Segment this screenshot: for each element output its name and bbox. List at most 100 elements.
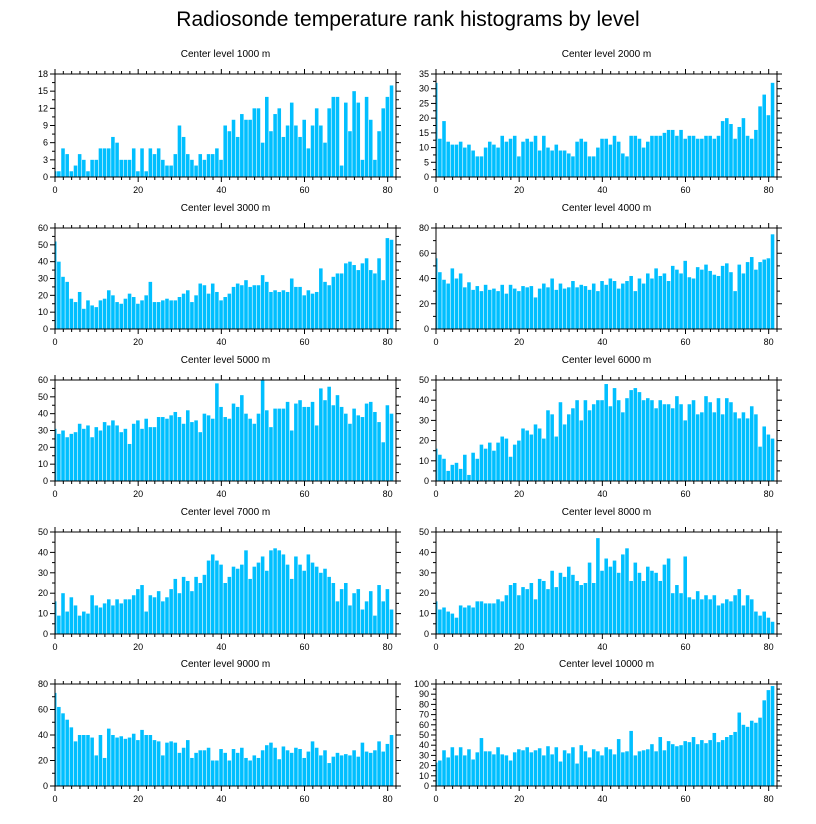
y-tick-label: 10	[419, 143, 429, 153]
histogram-bar	[558, 402, 563, 481]
histogram-bar	[231, 566, 236, 634]
histogram-bar	[364, 96, 369, 177]
x-tick-label: 80	[383, 794, 393, 804]
histogram-bar	[654, 408, 658, 481]
histogram-bar	[766, 434, 771, 481]
histogram-bar	[749, 257, 754, 329]
histogram-bar	[306, 290, 311, 329]
histogram-bar	[194, 752, 198, 786]
y-tick-label: 20	[419, 436, 429, 446]
histogram-bar	[281, 408, 286, 481]
x-tick-label: 20	[514, 337, 524, 347]
histogram-bar	[741, 724, 746, 786]
histogram-bar	[558, 572, 563, 634]
histogram-bar	[612, 560, 617, 634]
histogram-bar	[583, 583, 588, 634]
histogram-bar	[683, 138, 687, 177]
histogram-bar	[331, 405, 336, 481]
histogram-bar	[377, 422, 381, 481]
histogram-bar	[302, 406, 306, 481]
histogram-bar	[658, 135, 663, 177]
y-tick-label: 5	[424, 157, 429, 167]
histogram-bar	[90, 305, 94, 329]
histogram-bar	[483, 448, 488, 481]
histogram-bar	[745, 418, 750, 481]
y-tick-label: 20	[38, 442, 48, 452]
histogram-bar	[733, 291, 737, 329]
histogram-bar	[173, 742, 178, 786]
histogram-bar	[161, 755, 165, 786]
histogram-bar	[733, 412, 737, 481]
histogram-bar	[533, 599, 538, 634]
histogram-bar	[454, 278, 459, 329]
histogram-bar	[323, 750, 327, 786]
histogram-bar	[637, 278, 642, 329]
histogram-bar	[310, 562, 315, 634]
histogram-bar	[385, 589, 390, 634]
x-tick-label: 60	[681, 185, 691, 195]
histogram-bar	[670, 744, 675, 786]
histogram-bar	[633, 291, 638, 329]
x-tick-label: 0	[52, 489, 57, 499]
histogram-bar	[181, 747, 186, 786]
y-tick-label: 80	[38, 679, 48, 689]
histogram-bar	[612, 281, 617, 329]
histogram-bar	[629, 390, 633, 481]
histogram-bar	[529, 752, 534, 786]
x-tick-label: 40	[216, 489, 226, 499]
histogram-bar	[244, 413, 248, 481]
histogram-bar	[306, 148, 311, 177]
histogram-bar	[161, 159, 165, 177]
histogram-bar	[554, 436, 559, 481]
histogram-bar	[289, 752, 294, 786]
histogram-bar	[244, 550, 248, 634]
histogram-bar	[260, 556, 265, 634]
histogram-bar	[265, 410, 269, 481]
histogram-bar	[111, 605, 115, 634]
histogram-bar	[704, 743, 708, 786]
histogram-bar	[500, 601, 505, 634]
histogram-bar	[123, 298, 128, 329]
histogram-bar	[248, 760, 252, 786]
histogram-bar	[206, 154, 211, 177]
histogram-bar	[446, 141, 450, 177]
histogram-panel-4: 0 20 40 60 80 0 20 40 60 80 Center level 4000 m	[419, 203, 782, 347]
histogram-bar	[339, 589, 344, 634]
histogram-bar	[658, 400, 663, 481]
histogram-bar	[373, 159, 377, 177]
histogram-bar	[310, 741, 315, 786]
histogram-bar	[265, 745, 269, 786]
histogram-bar	[454, 617, 459, 634]
histogram-bar	[525, 430, 529, 481]
histogram-bar	[381, 601, 386, 634]
y-tick-label: 6	[43, 138, 48, 148]
histogram-bar	[169, 589, 173, 634]
histogram-bar	[339, 273, 344, 329]
histogram-bar	[712, 595, 717, 634]
histogram-bar	[687, 135, 692, 177]
histogram-bar	[240, 285, 244, 329]
histogram-bar	[102, 603, 107, 634]
panel-title: Center level 7000 m	[181, 507, 271, 518]
histogram-bar	[504, 595, 509, 634]
histogram-bar	[546, 147, 550, 177]
histogram-bar	[591, 283, 596, 329]
histogram-bar	[344, 413, 348, 481]
histogram-bar	[587, 757, 592, 786]
histogram-bar	[517, 156, 521, 177]
histogram-bar	[348, 755, 352, 786]
histogram-bar	[235, 406, 240, 481]
histogram-bar	[156, 741, 161, 786]
y-tick-label: 50	[38, 392, 48, 402]
histogram-bar	[252, 285, 257, 329]
histogram-bar	[269, 550, 273, 634]
histogram-bar	[463, 607, 467, 634]
histogram-bar	[152, 302, 157, 329]
histogram-bar	[475, 752, 480, 786]
histogram-bar	[152, 597, 157, 634]
histogram-bar	[654, 268, 658, 329]
histogram-bar	[389, 735, 394, 786]
histogram-bar	[745, 726, 750, 786]
histogram-bar	[57, 706, 61, 786]
x-tick-label: 80	[383, 642, 393, 652]
